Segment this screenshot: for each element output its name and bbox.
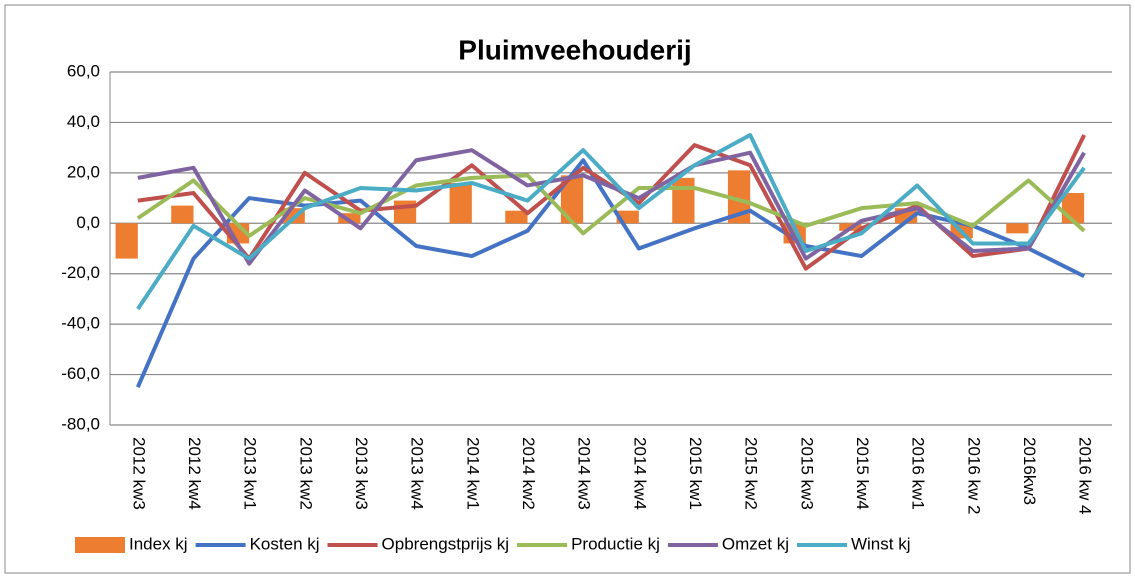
x-tick-label: 2013 kw3 bbox=[352, 437, 371, 510]
y-tick-label: -80,0 bbox=[61, 414, 100, 433]
legend-label: Omzet kj bbox=[722, 534, 789, 553]
legend-label: Index kj bbox=[129, 534, 188, 553]
legend-swatch bbox=[75, 537, 125, 553]
bar bbox=[1006, 223, 1029, 234]
x-tick-label: 2012 kw4 bbox=[185, 437, 204, 510]
x-tick-label: 2016kw3 bbox=[1020, 437, 1039, 505]
bar bbox=[560, 175, 584, 224]
x-tick-label: 2015 kw1 bbox=[686, 437, 705, 510]
chart-border bbox=[4, 4, 1131, 574]
x-tick-label: 2013 kw1 bbox=[241, 437, 260, 510]
y-tick-label: 20,0 bbox=[67, 162, 100, 181]
y-tick-label: 40,0 bbox=[67, 112, 100, 131]
legend-label: Opbrengstprijs kj bbox=[382, 534, 510, 553]
x-tick-label: 2016 kw1 bbox=[909, 437, 928, 510]
x-tick-label: 2013 kw4 bbox=[408, 437, 427, 510]
bar bbox=[115, 223, 138, 259]
bar bbox=[505, 210, 528, 224]
chart-title: Pluimveehouderij bbox=[458, 34, 691, 65]
x-tick-label: 2015 kw2 bbox=[742, 437, 761, 510]
x-tick-label: 2013 kw2 bbox=[296, 437, 315, 510]
x-tick-label: 2016 kw 4 bbox=[1076, 437, 1095, 515]
bar bbox=[449, 182, 472, 224]
y-tick-label: -20,0 bbox=[61, 263, 100, 282]
x-tick-label: 2015 kw3 bbox=[797, 437, 816, 510]
x-tick-label: 2012 kw3 bbox=[129, 437, 148, 510]
x-tick-label: 2014 kw2 bbox=[519, 437, 538, 510]
x-tick-label: 2014 kw1 bbox=[463, 437, 482, 510]
x-tick-label: 2016 kw 2 bbox=[964, 437, 983, 515]
bar bbox=[672, 177, 695, 224]
legend-label: Productie kj bbox=[571, 534, 660, 553]
bar bbox=[727, 170, 751, 224]
bar bbox=[338, 213, 361, 224]
legend-label: Winst kj bbox=[851, 534, 911, 553]
line bbox=[137, 148, 1086, 266]
y-tick-label: 0,0 bbox=[76, 213, 100, 232]
y-tick-label: 60,0 bbox=[67, 61, 100, 80]
bar bbox=[171, 205, 194, 224]
y-tick-label: -40,0 bbox=[61, 314, 100, 333]
legend-label: Kosten kj bbox=[250, 534, 320, 553]
x-tick-label: 2014 kw3 bbox=[575, 437, 594, 510]
x-tick-label: 2015 kw4 bbox=[853, 437, 872, 510]
line bbox=[136, 133, 1086, 311]
y-tick-label: -60,0 bbox=[61, 364, 100, 383]
x-tick-label: 2014 kw4 bbox=[630, 437, 649, 510]
